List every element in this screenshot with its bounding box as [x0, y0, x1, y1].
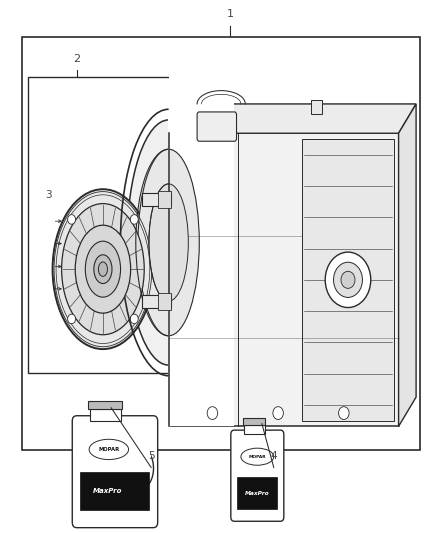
- Bar: [311, 100, 322, 114]
- Ellipse shape: [149, 184, 188, 301]
- Circle shape: [67, 314, 75, 324]
- Bar: [169, 133, 399, 426]
- Text: 5: 5: [148, 451, 155, 461]
- Bar: [237, 478, 277, 508]
- Ellipse shape: [127, 120, 210, 365]
- Bar: [168, 107, 170, 432]
- Ellipse shape: [94, 255, 112, 284]
- Circle shape: [339, 407, 349, 419]
- Bar: [28, 77, 177, 373]
- Circle shape: [273, 407, 283, 419]
- Circle shape: [325, 252, 371, 308]
- Ellipse shape: [99, 262, 107, 276]
- Ellipse shape: [53, 189, 153, 349]
- Ellipse shape: [85, 241, 120, 297]
- Bar: [142, 193, 171, 206]
- FancyBboxPatch shape: [197, 112, 237, 141]
- Bar: [90, 409, 121, 421]
- Bar: [142, 295, 171, 308]
- Ellipse shape: [241, 448, 274, 465]
- Ellipse shape: [62, 204, 144, 335]
- Bar: [244, 425, 265, 434]
- Circle shape: [131, 215, 138, 224]
- Bar: [158, 191, 171, 208]
- Ellipse shape: [138, 149, 199, 336]
- Ellipse shape: [75, 225, 131, 313]
- Circle shape: [341, 271, 355, 288]
- Polygon shape: [169, 104, 416, 133]
- Circle shape: [67, 215, 75, 224]
- Text: MOPAR: MOPAR: [98, 447, 120, 452]
- Bar: [88, 401, 122, 409]
- Text: 3: 3: [45, 190, 52, 200]
- Text: 2: 2: [73, 54, 80, 64]
- FancyBboxPatch shape: [72, 416, 158, 528]
- Circle shape: [334, 262, 362, 297]
- Bar: [80, 472, 149, 510]
- Bar: [79, 423, 151, 457]
- Bar: [158, 293, 171, 310]
- Text: MaxPro: MaxPro: [245, 490, 270, 496]
- Text: 4: 4: [270, 451, 277, 461]
- Text: MaxPro: MaxPro: [92, 488, 122, 494]
- Circle shape: [207, 407, 218, 419]
- Text: 1: 1: [226, 9, 233, 19]
- FancyBboxPatch shape: [231, 430, 284, 521]
- Bar: [302, 139, 394, 421]
- Polygon shape: [399, 104, 416, 426]
- Bar: [243, 418, 265, 425]
- Bar: [22, 37, 420, 450]
- Text: MOPAR: MOPAR: [248, 455, 266, 459]
- Ellipse shape: [89, 439, 129, 459]
- Bar: [169, 64, 234, 426]
- Circle shape: [131, 314, 138, 324]
